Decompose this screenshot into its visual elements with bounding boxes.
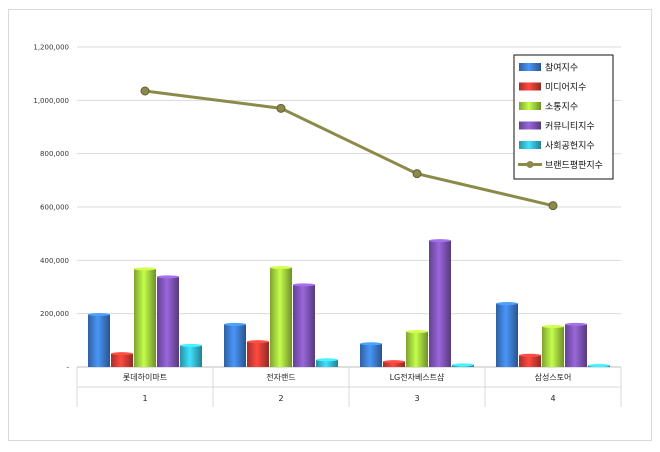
bar	[293, 284, 315, 367]
legend-label: 커뮤니티지수	[545, 121, 595, 132]
bar	[565, 324, 587, 367]
bar-top	[542, 324, 564, 328]
bar-top	[293, 283, 315, 287]
legend-label: 소통지수	[545, 102, 578, 113]
legend-label: 참여지수	[545, 62, 578, 74]
y-tick-label: 800,000	[40, 150, 69, 158]
bar	[180, 345, 202, 367]
bar	[157, 276, 179, 367]
bar-top	[588, 363, 610, 367]
bar	[316, 359, 338, 367]
bar	[406, 331, 428, 367]
y-tick-label: 200,000	[40, 310, 69, 318]
y-tick-label: 1,200,000	[33, 44, 69, 52]
bar-top	[429, 239, 451, 243]
category-label: 롯데하이마트	[123, 372, 167, 382]
bar-top	[565, 322, 587, 326]
category-label: LG전자베스트샵	[390, 372, 445, 382]
bar	[360, 343, 382, 367]
y-tick-label: 1,000,000	[33, 97, 69, 105]
legend-marker	[526, 161, 534, 168]
chart-frame: - 200,000 400,000 600,000 800,000 1,000,000 1,…	[8, 9, 652, 441]
legend-swatch	[519, 102, 541, 110]
bar	[429, 240, 451, 367]
bar-top	[180, 343, 202, 347]
bar-top	[247, 340, 269, 344]
category-label: 삼성스토어	[535, 372, 572, 382]
chart-svg: - 200,000 400,000 600,000 800,000 1,000,000 1,…	[33, 44, 622, 407]
bar-top	[111, 352, 133, 356]
bar-top	[383, 360, 405, 364]
legend-swatch	[519, 121, 541, 130]
category-number: 3	[414, 394, 419, 403]
bar	[224, 324, 246, 367]
bar	[519, 355, 541, 367]
legend-box	[513, 54, 614, 180]
bar	[247, 341, 269, 367]
bar	[383, 361, 405, 367]
bar-top	[406, 330, 428, 334]
legend-swatch	[519, 141, 541, 149]
bar	[111, 353, 133, 367]
y-tick-label: 400,000	[40, 257, 69, 265]
bar	[542, 326, 564, 367]
bar	[496, 303, 518, 367]
bar-top	[496, 302, 518, 306]
category-number: 2	[278, 394, 283, 403]
bar-top	[270, 266, 292, 270]
line-point	[548, 201, 558, 211]
bar-top	[224, 322, 246, 326]
legend-swatch	[519, 82, 541, 91]
legend-label: 브랜드평판지수	[545, 160, 603, 171]
line-point	[140, 86, 150, 96]
bar-top	[316, 358, 338, 362]
series-line	[144, 89, 554, 208]
legend-label: 사회공헌지수	[545, 141, 595, 152]
bar-top	[88, 312, 110, 316]
bar	[270, 267, 292, 367]
y-tick-label: -	[66, 364, 69, 372]
legend-swatch	[519, 63, 541, 71]
bar-top	[134, 267, 156, 271]
category-number: 4	[550, 394, 555, 403]
bar	[88, 314, 110, 367]
bar-top	[157, 275, 179, 279]
category-number: 1	[142, 394, 147, 403]
line-point	[412, 169, 422, 179]
bar-top	[360, 342, 382, 346]
category-label: 전자랜드	[266, 372, 295, 382]
bar-top	[452, 363, 474, 367]
legend-label: 미디어지수	[545, 82, 586, 93]
bar	[134, 268, 156, 367]
y-tick-label: 600,000	[40, 204, 69, 212]
bar-top	[519, 353, 541, 357]
line-point	[276, 103, 286, 113]
